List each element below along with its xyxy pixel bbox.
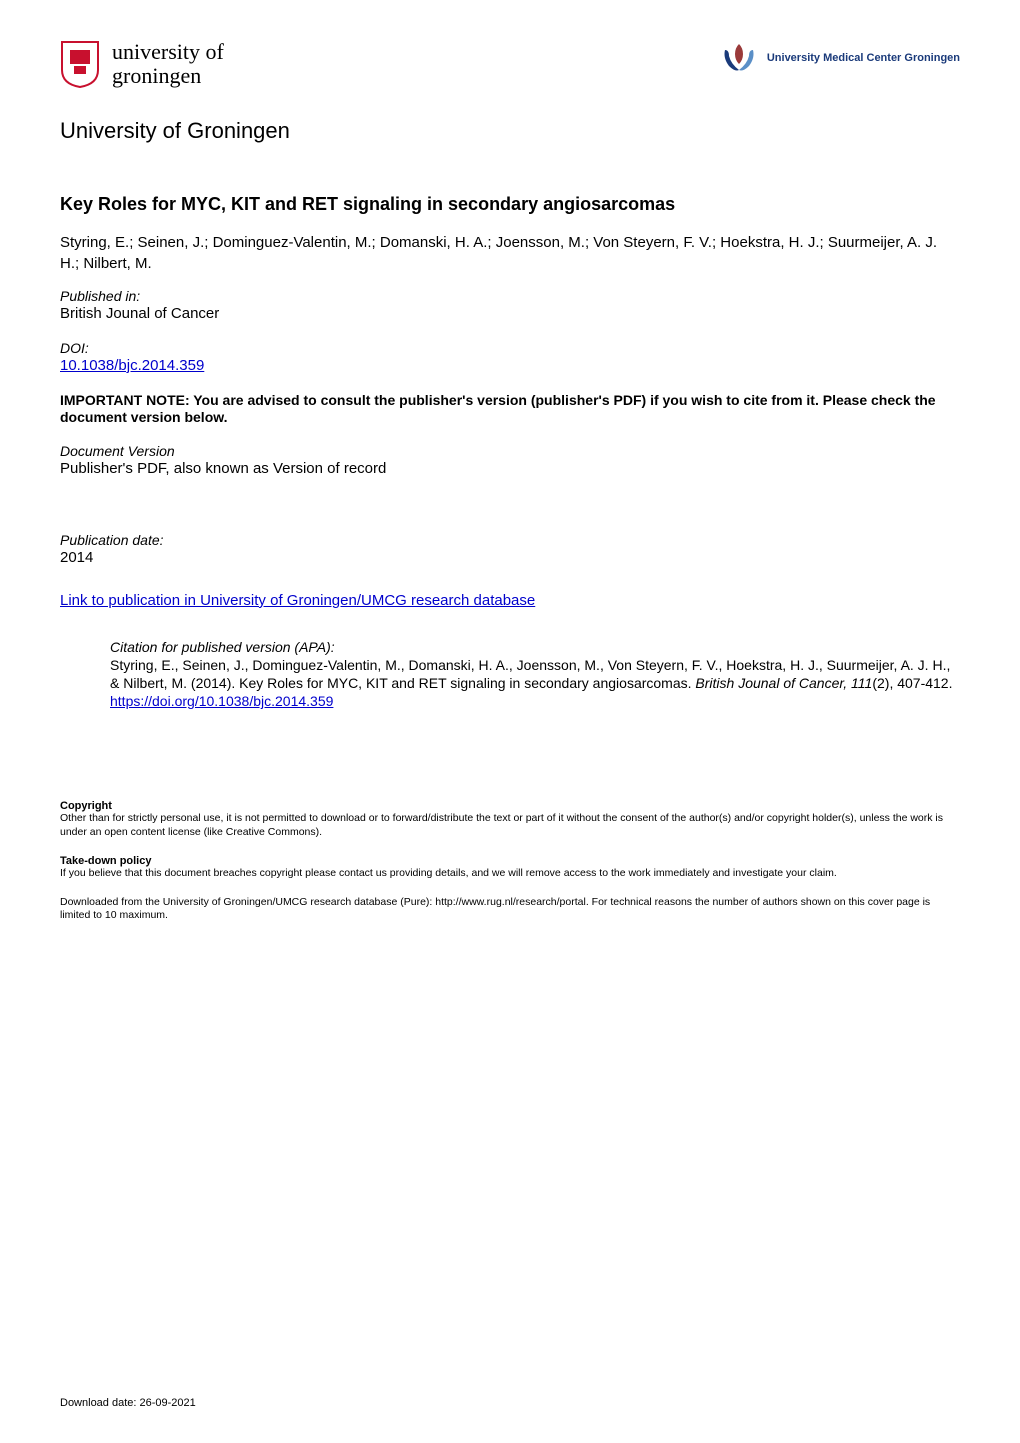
important-note: IMPORTANT NOTE: You are advised to consu… bbox=[60, 392, 960, 427]
takedown-text: If you believe that this document breach… bbox=[60, 867, 960, 880]
doi-link[interactable]: 10.1038/bjc.2014.359 bbox=[60, 357, 960, 374]
authors-list: Styring, E.; Seinen, J.; Dominguez-Valen… bbox=[60, 233, 960, 274]
footer-section: Copyright Other than for strictly person… bbox=[0, 800, 1020, 922]
umcg-logo-text: University Medical Center Groningen bbox=[767, 52, 960, 64]
citation-label: Citation for published version (APA): bbox=[110, 639, 960, 655]
copyright-text: Other than for strictly personal use, it… bbox=[60, 812, 960, 838]
takedown-heading: Take-down policy bbox=[60, 855, 960, 867]
umcg-logo: University Medical Center Groningen bbox=[721, 40, 960, 76]
logo-line-2: groningen bbox=[112, 64, 224, 88]
citation-block: Citation for published version (APA): St… bbox=[60, 639, 960, 711]
university-heading: University of Groningen bbox=[0, 108, 1020, 194]
document-version-value: Publisher's PDF, also known as Version o… bbox=[60, 460, 960, 477]
downloaded-from-text: Downloaded from the University of Gronin… bbox=[60, 896, 960, 922]
university-logo-left: university of groningen bbox=[60, 40, 224, 88]
citation-journal: British Jounal of Cancer bbox=[695, 675, 843, 691]
citation-volume: , 111 bbox=[843, 675, 872, 691]
university-logo-text: university of groningen bbox=[112, 40, 224, 88]
citation-text: Styring, E., Seinen, J., Dominguez-Valen… bbox=[110, 656, 960, 711]
citation-pages: (2), 407-412. bbox=[872, 675, 952, 691]
umcg-icon bbox=[721, 40, 757, 76]
published-in-label: Published in: bbox=[60, 288, 960, 304]
logo-line-1: university of bbox=[112, 40, 224, 64]
database-link[interactable]: Link to publication in University of Gro… bbox=[60, 592, 535, 609]
publication-date-value: 2014 bbox=[60, 549, 960, 566]
publication-date-label: Publication date: bbox=[60, 532, 960, 548]
document-version-label: Document Version bbox=[60, 443, 960, 459]
doi-label: DOI: bbox=[60, 340, 960, 356]
paper-title: Key Roles for MYC, KIT and RET signaling… bbox=[60, 194, 960, 215]
published-in-value: British Jounal of Cancer bbox=[60, 305, 960, 322]
copyright-heading: Copyright bbox=[60, 800, 960, 812]
page-header: university of groningen University Medic… bbox=[0, 0, 1020, 108]
university-crest-icon bbox=[60, 40, 100, 88]
download-date: Download date: 26-09-2021 bbox=[60, 1397, 196, 1409]
main-content: Key Roles for MYC, KIT and RET signaling… bbox=[0, 194, 1020, 710]
citation-doi-link[interactable]: https://doi.org/10.1038/bjc.2014.359 bbox=[110, 693, 333, 709]
